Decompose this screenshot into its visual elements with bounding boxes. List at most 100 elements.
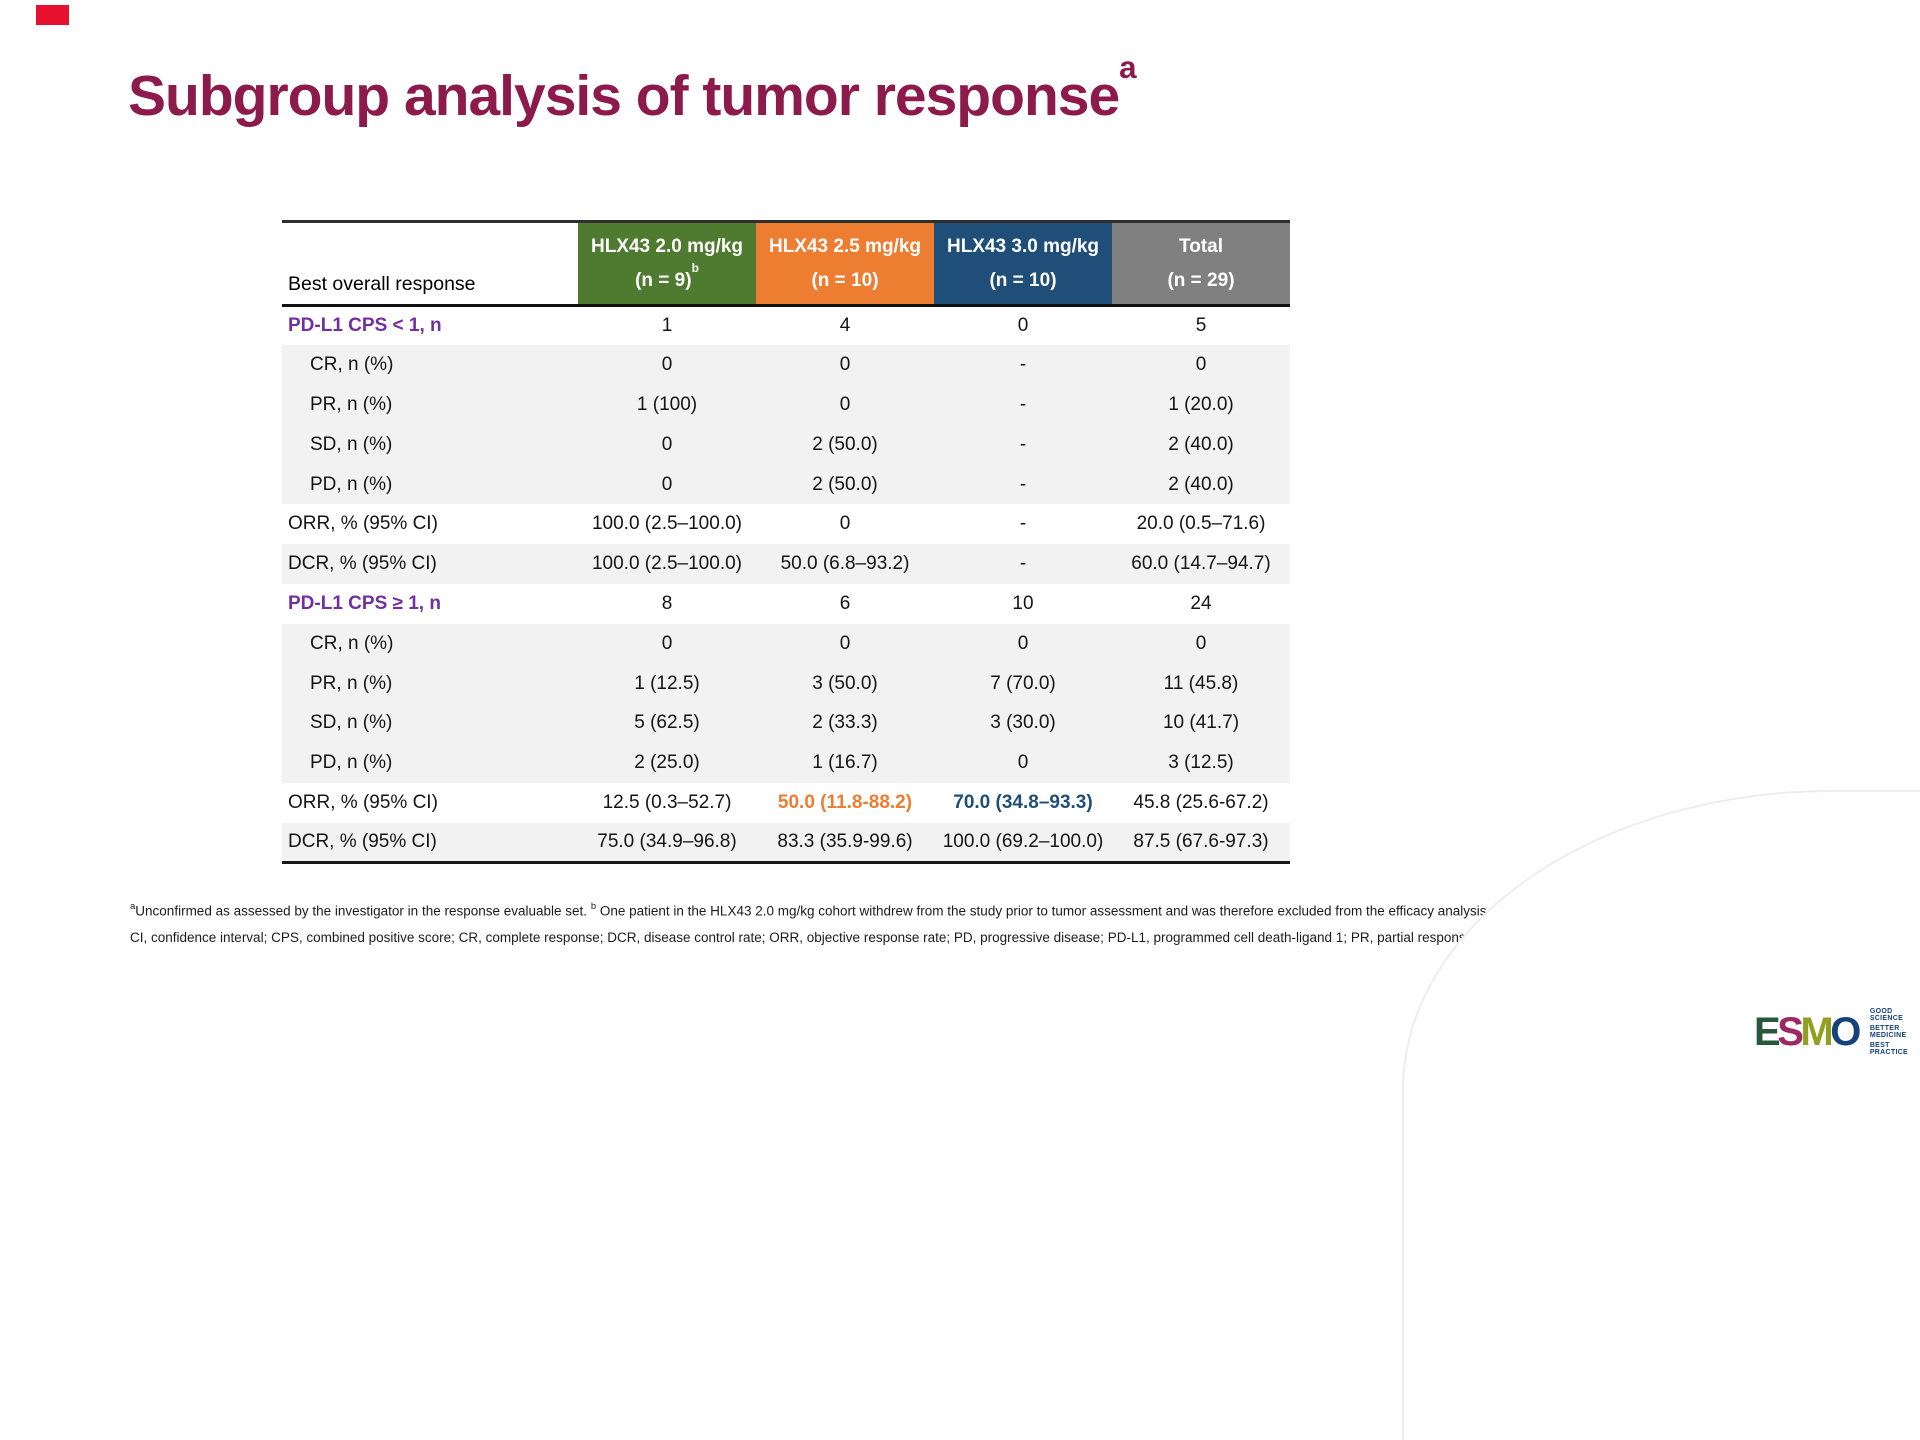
value-cell: 2 (40.0)	[1168, 473, 1234, 495]
value-cell: 2 (50.0)	[812, 433, 878, 455]
value-cell: -	[1019, 553, 1027, 575]
value-cell: 2 (50.0)	[812, 473, 878, 495]
value-cell: 0	[839, 393, 851, 415]
table-row: ORR, % (95% CI) 100.0 (2.5–100.0) 0 - 20.0 (…	[282, 504, 1290, 544]
row-label: CR, n (%)	[310, 632, 394, 654]
row-label: SD, n (%)	[310, 433, 393, 455]
table-row: DCR, % (95% CI) 75.0 (34.9–96.8) 83.3 (35.…	[282, 822, 1290, 863]
value-cell: 4	[839, 315, 851, 337]
value-cell: 8	[661, 592, 673, 614]
column-header: HLX43 2.5 mg/kg (n = 10)	[756, 221, 934, 306]
value-cell: 3 (30.0)	[990, 712, 1056, 734]
value-cell: 2 (33.3)	[812, 712, 878, 734]
value-cell: 0	[661, 433, 673, 455]
table-row: PD, n (%) 2 (25.0) 1 (16.7) 0 3 (12.5)	[282, 743, 1290, 784]
value-cell: 5 (62.5)	[634, 712, 700, 734]
table-row: PD-L1 CPS < 1, n 1 4 0 5	[282, 306, 1290, 346]
row-label: PR, n (%)	[310, 393, 393, 415]
esmo-tagline-line: BETTER MEDICINE	[1869, 1025, 1907, 1039]
footnote-superscript-b: b	[590, 901, 597, 912]
value-cell: 50.0 (11.8-88.2)	[777, 791, 913, 813]
column-header: HLX43 2.0 mg/kg (n = 9)b	[578, 221, 756, 306]
value-cell: 0	[1195, 354, 1207, 376]
table-row: CR, n (%) 0 0 - 0	[282, 345, 1290, 386]
value-cell: 1 (100)	[636, 393, 698, 415]
row-header-label: Best overall response	[282, 221, 578, 306]
footnote-line-1: aUnconfirmed as assessed by the investig…	[130, 901, 1490, 920]
value-cell: 5	[1195, 315, 1207, 337]
value-cell: 0	[839, 354, 851, 376]
value-cell: 1 (20.0)	[1168, 393, 1234, 415]
tumor-response-table: Best overall response HLX43 2.0 mg/kg (n …	[282, 220, 1290, 865]
esmo-letter: M	[1800, 1010, 1833, 1054]
value-cell: 12.5 (0.3–52.7)	[602, 791, 732, 813]
value-cell: 10 (41.7)	[1162, 712, 1240, 734]
value-cell: 70.0 (34.8–93.3)	[953, 791, 1093, 813]
value-cell: 6	[839, 592, 851, 614]
table-row: CR, n (%) 0 0 0 0	[282, 623, 1290, 664]
esmo-letter: E	[1754, 1010, 1781, 1054]
corner-card-decoration	[1402, 790, 1920, 1440]
value-cell: 10	[1012, 592, 1034, 614]
value-cell: 100.0 (69.2–100.0)	[942, 831, 1104, 852]
table-row: PD, n (%) 0 2 (50.0) - 2 (40.0)	[282, 464, 1290, 505]
value-cell: 20.0 (0.5–71.6)	[1136, 513, 1266, 535]
value-cell: 75.0 (34.9–96.8)	[597, 831, 737, 852]
recording-indicator	[36, 5, 69, 25]
value-cell: -	[1019, 513, 1027, 535]
value-cell: 0	[839, 513, 851, 535]
value-cell: 0	[1017, 752, 1029, 774]
value-cell: 1 (16.7)	[812, 752, 878, 774]
value-cell: 0	[1017, 315, 1029, 337]
row-label: PD, n (%)	[310, 473, 393, 495]
value-cell: 50.0 (6.8–93.2)	[780, 553, 910, 575]
esmo-tagline-line: GOOD SCIENCE	[1869, 1008, 1904, 1022]
table-row: PD-L1 CPS ≥ 1, n 8 6 10 24	[282, 584, 1290, 624]
esmo-logo: ESMO GOOD SCIENCE BETTER MEDICINE BEST PRA…	[1754, 1008, 1920, 1056]
value-cell: 1 (12.5)	[634, 672, 700, 694]
value-cell: 7 (70.0)	[990, 672, 1056, 694]
row-label: DCR, % (95% CI)	[288, 831, 437, 852]
column-header: HLX43 3.0 mg/kg (n = 10)	[934, 221, 1112, 306]
table-row: SD, n (%) 5 (62.5) 2 (33.3) 3 (30.0) 10 (41.…	[282, 703, 1290, 744]
value-cell: 45.8 (25.6-67.2)	[1133, 791, 1269, 813]
value-cell: 100.0 (2.5–100.0)	[591, 513, 742, 535]
value-cell: 83.3 (35.9-99.6)	[777, 831, 913, 852]
value-cell: 3 (12.5)	[1168, 752, 1234, 774]
value-cell: 100.0 (2.5–100.0)	[591, 553, 742, 575]
footnote-text-b: One patient in the HLX43 2.0 mg/kg cohor…	[596, 903, 1491, 919]
value-cell: 3 (50.0)	[812, 672, 878, 694]
page-title: Subgroup analysis of tumor responsea	[128, 52, 1137, 130]
value-cell: 0	[661, 473, 673, 495]
table-body: PD-L1 CPS < 1, n 1 4 0 5 CR, n (%) 0 0-0 PR, n (…	[282, 306, 1290, 863]
esmo-letter: O	[1830, 1010, 1861, 1054]
value-cell: -	[1019, 354, 1027, 376]
footnote-line-2: CI, confidence interval; CPS, combined p…	[130, 930, 1597, 946]
row-label: DCR, % (95% CI)	[288, 553, 437, 575]
value-cell: -	[1019, 433, 1027, 455]
page-title-superscript: a	[1119, 49, 1136, 85]
esmo-letter: S	[1777, 1010, 1804, 1054]
page-title-text: Subgroup analysis of tumor response	[128, 64, 1120, 128]
table-header: Best overall response HLX43 2.0 mg/kg (n …	[282, 221, 1290, 306]
value-cell: 1	[661, 315, 673, 337]
row-label: PD, n (%)	[310, 752, 393, 774]
table-row: PR, n (%) 1 (12.5) 3 (50.0) 7 (70.0) 11 (45.…	[282, 663, 1290, 704]
value-cell: 2 (25.0)	[634, 752, 700, 774]
value-cell: 11 (45.8)	[1163, 672, 1239, 694]
esmo-logo-tagline: GOOD SCIENCE BETTER MEDICINE BEST PRACTICE	[1870, 1008, 1920, 1056]
value-cell: 60.0 (14.7–94.7)	[1131, 553, 1271, 575]
table-row: DCR, % (95% CI) 100.0 (2.5–100.0) 50.0 (6.…	[282, 544, 1290, 585]
table-row: ORR, % (95% CI) 12.5 (0.3–52.7) 50.0 (11.8…	[282, 783, 1290, 823]
value-cell: 0	[1017, 632, 1029, 654]
table-header-row: Best overall response HLX43 2.0 mg/kg (n …	[282, 221, 1290, 306]
footnote-superscript-a: a	[130, 901, 136, 912]
table-row: SD, n (%) 0 2 (50.0) - 2 (40.0)	[282, 424, 1290, 465]
row-label: CR, n (%)	[310, 354, 394, 376]
value-cell: 24	[1190, 592, 1212, 614]
row-label: ORR, % (95% CI)	[288, 513, 438, 535]
value-cell: 0	[661, 632, 673, 654]
row-label: PD-L1 CPS ≥ 1, n	[288, 592, 441, 614]
esmo-tagline-line: BEST PRACTICE	[1869, 1042, 1909, 1056]
value-cell: -	[1019, 393, 1027, 415]
